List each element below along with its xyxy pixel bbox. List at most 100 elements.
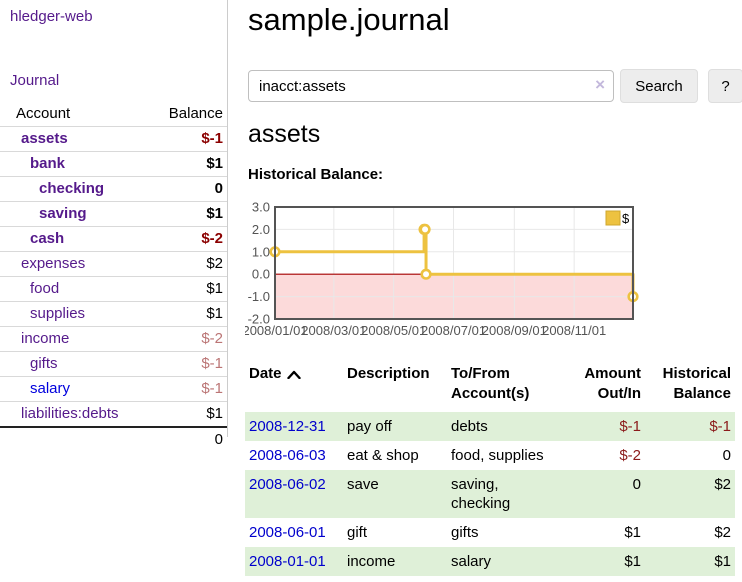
account-row-liabilities-debts: liabilities:debts $1 — [0, 401, 227, 428]
search-form: × Search ? — [248, 69, 742, 103]
account-link-income[interactable]: income — [21, 330, 70, 347]
account-row-supplies: supplies $1 — [0, 301, 227, 327]
account-row-salary: salary $-1 — [0, 376, 227, 402]
transaction-description: save — [347, 476, 379, 493]
app-brand-link[interactable]: hledger-web — [10, 8, 93, 25]
transaction-date-link[interactable]: 2008-06-03 — [249, 447, 326, 464]
transaction-description: pay off — [347, 418, 392, 435]
search-button[interactable]: Search — [620, 69, 698, 103]
accounts-total-balance: 0 — [214, 431, 223, 448]
svg-text:2008/05/01: 2008/05/01 — [361, 323, 426, 338]
account-balance: $1 — [206, 205, 223, 222]
register-row: 2008-01-01 income salary $1 $1 — [245, 547, 735, 576]
register-row: 2008-06-02 save saving, checking 0 $2 — [245, 470, 735, 518]
account-link-assets[interactable]: assets — [21, 130, 68, 147]
account-balance: $-1 — [201, 130, 223, 147]
account-link-bank[interactable]: bank — [30, 155, 66, 172]
clear-search-icon[interactable]: × — [595, 75, 605, 94]
account-link-salary[interactable]: salary — [30, 380, 71, 397]
transaction-balance: $2 — [714, 476, 731, 493]
account-balance: $-2 — [201, 330, 223, 347]
transaction-balance: $1 — [714, 553, 731, 570]
account-balance: $-2 — [201, 230, 223, 247]
account-row-gifts: gifts $-1 — [0, 351, 227, 377]
transaction-date-link[interactable]: 2008-06-02 — [249, 476, 326, 493]
transaction-balance: $-1 — [709, 418, 731, 435]
account-link-expenses[interactable]: expenses — [21, 255, 86, 272]
help-button[interactable]: ? — [708, 69, 742, 103]
transaction-date-link[interactable]: 2008-06-01 — [249, 524, 326, 541]
transaction-date-link[interactable]: 2008-12-31 — [249, 418, 326, 435]
svg-text:2008/03/01: 2008/03/01 — [301, 323, 366, 338]
account-row-assets: assets $-1 — [0, 126, 227, 152]
transaction-accounts: gifts — [451, 524, 479, 541]
register-row: 2008-12-31 pay off debts $-1 $-1 — [245, 412, 735, 441]
account-row-saving: saving $1 — [0, 201, 227, 227]
transaction-amount: 0 — [632, 476, 641, 493]
svg-text:2008/07/01: 2008/07/01 — [421, 323, 486, 338]
account-row-bank: bank $1 — [0, 151, 227, 177]
account-link-saving[interactable]: saving — [39, 205, 87, 222]
svg-text:$: $ — [622, 211, 630, 226]
transaction-accounts: saving, checking — [451, 476, 511, 512]
transaction-amount: $1 — [624, 553, 641, 570]
accounts-header-account: Account — [16, 105, 71, 122]
account-balance: $1 — [206, 280, 223, 297]
account-heading: assets — [248, 120, 321, 148]
svg-text:2008/01/01: 2008/01/01 — [245, 323, 308, 338]
account-balance: $1 — [206, 155, 223, 172]
transaction-balance: 0 — [722, 447, 731, 464]
register-header-description: Description — [347, 365, 430, 382]
account-balance: $1 — [206, 405, 223, 422]
svg-text:0.0: 0.0 — [252, 267, 270, 282]
search-input[interactable] — [248, 70, 614, 102]
account-link-checking[interactable]: checking — [39, 180, 105, 197]
svg-text:-1.0: -1.0 — [248, 289, 270, 304]
account-balance: 0 — [214, 180, 223, 197]
register-header-date-label: Date — [249, 365, 282, 382]
svg-text:1.0: 1.0 — [252, 244, 270, 259]
transaction-description: eat & shop — [347, 447, 419, 464]
svg-text:2008/09/01: 2008/09/01 — [482, 323, 547, 338]
account-balance: $2 — [206, 255, 223, 272]
transaction-amount: $-1 — [619, 418, 641, 435]
sort-ascending-icon — [286, 365, 301, 385]
account-link-supplies[interactable]: supplies — [30, 305, 86, 322]
sidebar: hledger-web Journal Account Balance asse… — [0, 0, 228, 448]
account-balance: $1 — [206, 305, 223, 322]
accounts-table-header: Account Balance — [0, 102, 227, 127]
main-content: sample.journal × Search ? assets Histori… — [245, 0, 742, 582]
historical-balance-chart: 3.0 2.0 1.0 0.0 -1.0 -2.0 2008/01/01 2008/03/01… — [245, 199, 742, 344]
svg-text:-2.0: -2.0 — [248, 312, 270, 327]
account-link-food[interactable]: food — [30, 280, 60, 297]
account-row-income: income $-2 — [0, 326, 227, 352]
register-header-balance: Historical Balance — [662, 365, 731, 402]
account-link-gifts[interactable]: gifts — [30, 355, 58, 372]
accounts-table: Account Balance assets $-1 bank $1 check… — [0, 102, 227, 452]
chart-canvas: 3.0 2.0 1.0 0.0 -1.0 -2.02008/01/012008/03/01… — [245, 200, 639, 338]
transaction-date-link[interactable]: 2008-01-01 — [249, 553, 326, 570]
transaction-description: income — [347, 553, 396, 570]
register-row: 2008-06-01 gift gifts $1 $2 — [245, 518, 735, 547]
account-row-cash: cash $-2 — [0, 226, 227, 252]
account-link-liabilities-debts[interactable]: liabilities:debts — [21, 405, 119, 422]
account-balance: $-1 — [201, 355, 223, 372]
svg-text:2008/11/01: 2008/11/01 — [542, 323, 606, 338]
transaction-accounts: salary — [451, 553, 492, 570]
account-balance: $-1 — [201, 380, 223, 397]
register-row: 2008-06-03 eat & shop food, supplies $-2… — [245, 441, 735, 470]
transaction-amount: $1 — [624, 524, 641, 541]
accounts-header-balance: Balance — [168, 105, 223, 122]
account-row-food: food $1 — [0, 276, 227, 302]
transaction-accounts: debts — [451, 418, 488, 435]
accounts-total-row: 0 — [0, 427, 227, 452]
page-title: sample.journal — [248, 2, 450, 37]
register-header-amount: Amount Out/In — [584, 365, 641, 402]
register-header-row: Date Description To/From Account(s) Amou… — [245, 362, 735, 412]
transaction-balance: $2 — [714, 524, 731, 541]
transaction-description: gift — [347, 524, 368, 541]
account-link-cash[interactable]: cash — [30, 230, 65, 247]
register-header-date[interactable]: Date — [245, 362, 343, 412]
register-table: Date Description To/From Account(s) Amou… — [245, 362, 735, 576]
sidebar-journal-link[interactable]: Journal — [10, 72, 60, 89]
